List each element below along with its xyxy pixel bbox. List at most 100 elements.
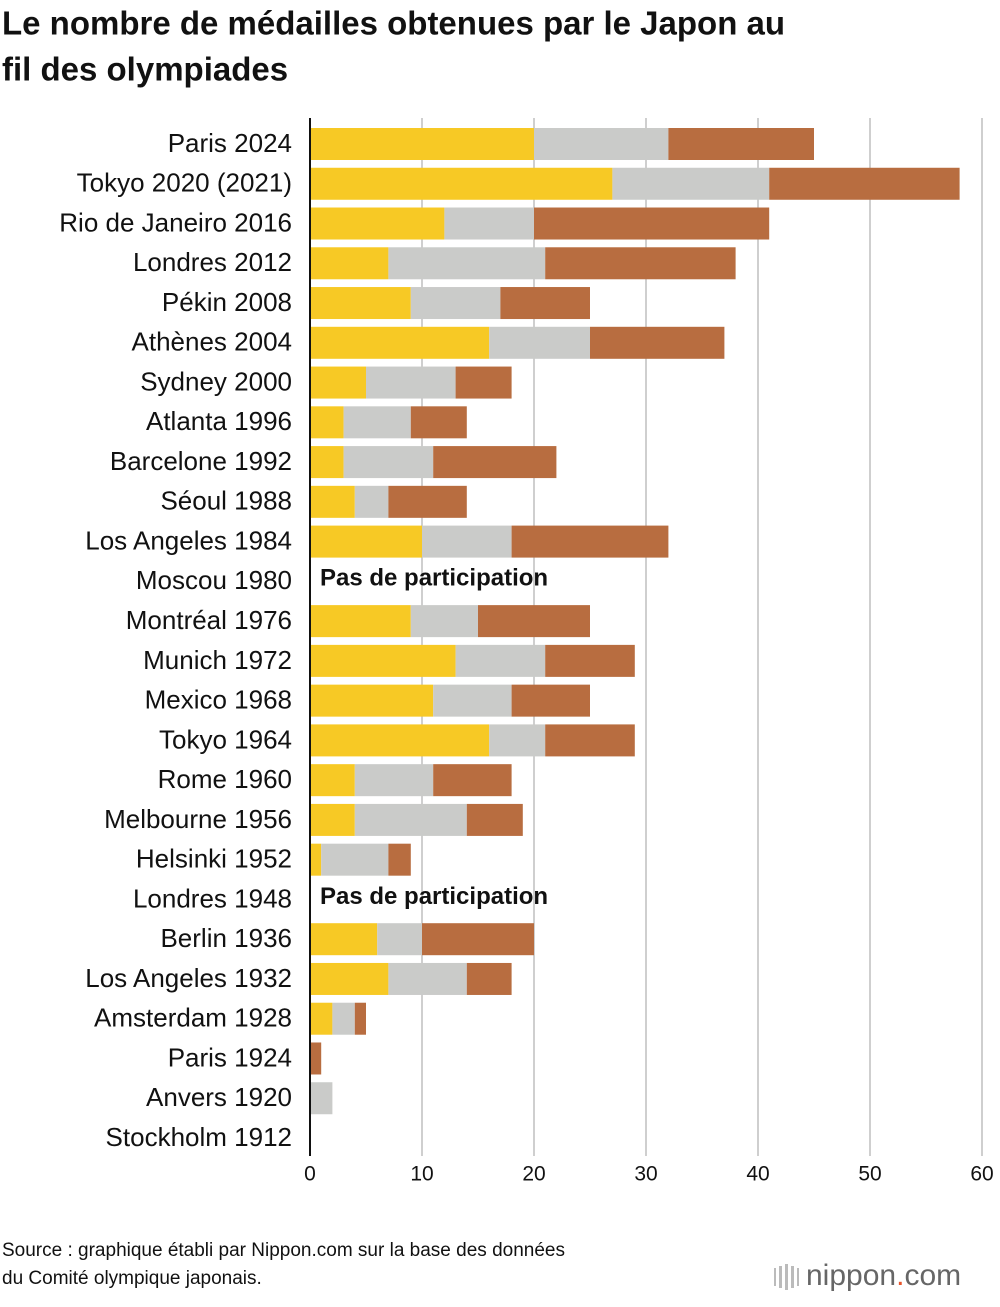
y-tick-label: Séoul 1988 [160,486,292,516]
bar-segment [310,485,355,518]
bar-segment [310,843,322,876]
bar-segment [466,962,512,995]
bar-segment [444,207,534,240]
bar-segment [410,605,478,638]
y-tick-label: Tokyo 2020 (2021) [77,168,292,198]
bar-segment [310,207,445,240]
logo: nippon.com [806,1259,961,1292]
y-tick-label: Montréal 1976 [126,605,292,635]
bar-segment [310,525,422,558]
bar-segment [310,923,378,956]
x-tick-label: 50 [858,1163,881,1186]
logo-part: nippon [806,1259,896,1292]
bar-segment [332,1002,355,1035]
bar-segment [455,366,512,399]
bar-segment [489,724,546,757]
bar-segment [422,525,512,558]
annotation: Pas de participation [320,883,548,910]
bar-segment [590,326,725,359]
bar-segment [310,764,355,797]
y-tick-label: Stockholm 1912 [106,1122,292,1152]
bar-segment [489,326,590,359]
x-tick-label: 40 [746,1163,769,1186]
bar-segment [433,446,557,479]
y-tick-label: Londres 1948 [133,883,292,913]
bar-segment [668,128,814,160]
y-tick-label: Barcelone 1992 [110,446,292,476]
bar-segment [455,644,546,677]
y-tick-label: Londres 2012 [133,247,292,277]
bar-segment [310,128,534,160]
y-tick-label: Berlin 1936 [160,923,292,953]
y-tick-label: Rome 1960 [158,764,292,794]
bar-segment [545,644,635,677]
bar-segment [545,247,736,280]
y-tick-label: Mexico 1968 [145,685,292,715]
source: Source : graphique établi par Nippon.com… [2,1240,565,1261]
y-tick-label: Amsterdam 1928 [94,1003,292,1033]
y-tick-label: Melbourne 1956 [104,804,292,834]
bar-segment [354,764,434,797]
source: du Comité olympique japonais. [2,1268,262,1289]
bar-segment [321,843,389,876]
bar-segment [388,962,467,995]
bar-segment [433,764,512,797]
bar-segment [478,605,590,638]
y-tick-label: Sydney 2000 [140,366,292,396]
y-tick-label: Anvers 1920 [146,1082,292,1112]
x-tick-label: 30 [634,1163,657,1186]
bar-segment [343,446,434,479]
bar-segment [354,1002,366,1035]
bar-segment [500,287,590,320]
x-tick-label: 0 [304,1163,316,1186]
bar-segment [310,287,411,320]
bar-segment [354,485,389,518]
bar-segment [310,1042,322,1075]
y-tick-label: Los Angeles 1932 [85,963,292,993]
bar-segment [354,803,467,836]
x-tick-label: 60 [970,1163,993,1186]
bar-segment [310,366,366,399]
bar-segment [310,1082,333,1115]
bar-segment [534,128,669,160]
logo-icon [774,1264,799,1290]
bar-segment [511,525,669,558]
bar-segment [410,406,467,439]
bar-segment [545,724,635,757]
y-tick-label: Helsinki 1952 [136,844,292,874]
y-tick-label: Moscou 1980 [136,565,292,595]
y-tick-label: Los Angeles 1984 [85,525,292,555]
bar-segment [310,446,344,479]
y-tick-label: Athènes 2004 [132,327,292,357]
bar-segment [422,923,534,956]
bar-segment [366,366,456,399]
y-tick-label: Pékin 2008 [162,287,292,317]
chart-title: fil des olympiades [2,51,288,88]
logo-part: com [904,1259,961,1292]
bar-segment [388,247,546,280]
bar-segment [410,287,501,320]
bar-segment [377,923,422,956]
y-tick-label: Tokyo 1964 [159,724,292,754]
bar-segment [310,644,456,677]
chart-title: Le nombre de médailles obtenues par le J… [2,5,785,42]
bar-segment [433,684,512,717]
bar-segment [388,485,467,518]
bar-segment [310,684,434,717]
bar-segment [769,167,960,200]
bar-segment [310,605,411,638]
logo-part: . [896,1259,904,1292]
bar-segment [466,803,523,836]
bar-segment [310,803,355,836]
bar-segment [511,684,590,717]
x-tick-label: 10 [410,1163,433,1186]
bar-segment [310,406,344,439]
y-tick-label: Rio de Janeiro 2016 [59,207,292,237]
bar-segment [310,326,490,359]
bar-segment [310,167,613,200]
bars [310,128,960,1115]
bar-segment [310,724,490,757]
x-tick-label: 20 [522,1163,545,1186]
y-tick-label: Munich 1972 [143,645,292,675]
